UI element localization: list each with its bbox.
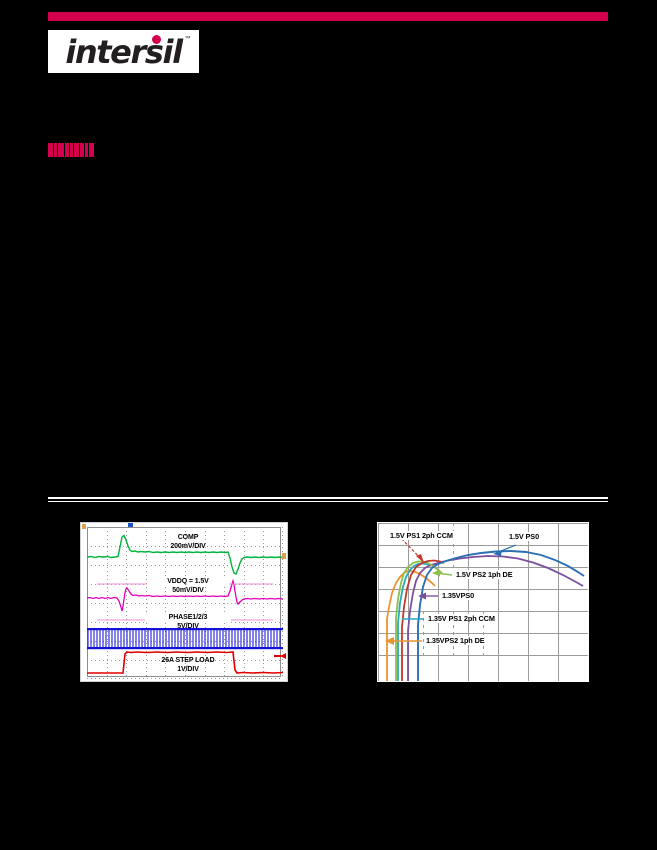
eff-gridline-v (468, 523, 469, 681)
redaction-block (74, 143, 79, 157)
redaction-block (65, 143, 69, 157)
scope-gridline-v (224, 527, 226, 677)
logo-dot-icon (151, 34, 161, 44)
scope-label-step-title: 26A STEP LOAD (161, 657, 215, 664)
scope-gridline-v (145, 527, 147, 677)
scope-label-comp-title: COMP (177, 534, 199, 541)
trace-vddq (87, 578, 283, 612)
eff-gridline-v (588, 523, 589, 681)
eff-gridline-v (498, 523, 499, 681)
section-divider (48, 497, 608, 502)
curve-15-ps2-1ph-de (395, 560, 443, 681)
eff-minor-gridline (423, 611, 424, 655)
brand-bar (48, 12, 608, 21)
efficiency-curves (385, 534, 585, 681)
eff-gridline-h (378, 523, 588, 524)
scope-label-step-scale: 1V/DIV (177, 666, 199, 673)
scope-gridline-h (87, 546, 281, 547)
eff-annotation-15-ps1-2ph-ccm: 1.5V PS1 2ph CCM (389, 531, 454, 540)
part-number-heading-redacted (48, 143, 94, 157)
annotation-arrow-15-ps0 (493, 550, 502, 556)
eff-annotation-15-ps0: 1.5V PS0 (508, 532, 541, 541)
efficiency-chart-figure: 1.5V PS1 2ph CCM 1.5V PS0 1.5V PS2 1ph D… (377, 522, 589, 682)
eff-gridline-v (378, 523, 379, 681)
scope-gridline-h (87, 603, 281, 604)
scope-corner-marker-left-icon (82, 524, 86, 529)
logo-wordmark: intersil (65, 32, 183, 71)
redaction-block (89, 143, 94, 157)
scope-gridline-v (204, 527, 206, 677)
scope-gridline-v (126, 527, 128, 677)
scope-plot-area: COMP 200mV/DIV VDDQ = 1.5V 50mV/DIV PHAS… (87, 527, 283, 679)
scope-channel-marker-tail (274, 655, 281, 657)
annotation-arrow-135-ps2 (385, 637, 394, 645)
redaction-block (80, 143, 84, 157)
divider-gap (48, 499, 608, 501)
eff-gridline-h (378, 567, 588, 568)
eff-gridline-h (378, 589, 588, 590)
eff-gridline-h (378, 655, 588, 656)
curve-135-ps2-1ph-de (386, 570, 436, 681)
scope-gridline-h (87, 660, 281, 661)
scope-label-comp-scale: 200mV/DIV (170, 543, 206, 550)
intersil-logo: intersil ™ (48, 30, 199, 73)
scope-gridline-v (263, 527, 265, 677)
curve-135-ps1-2ph-ccm (397, 562, 434, 681)
scope-corner-marker-right-icon (282, 553, 286, 559)
annotation-arrow-15-ps1 (416, 554, 424, 563)
trademark-symbol: ™ (184, 35, 191, 42)
redaction-block (70, 143, 73, 157)
redaction-block (58, 143, 64, 157)
curve-15-ps0 (417, 550, 585, 681)
eff-annotation-135-ps1-2ph-ccm: 1.35V PS1 2ph CCM (427, 614, 496, 623)
redaction-block (85, 143, 88, 157)
annotation-arrow-135-ps0 (418, 592, 426, 600)
scope-gridline-v (165, 527, 167, 677)
eff-minor-gridline (453, 611, 454, 655)
eff-annotation-15-ps2-1ph-de: 1.5V PS2 1ph DE (455, 570, 514, 579)
scope-gridline-h (87, 622, 281, 623)
annotation-arrow-15-ps2 (432, 569, 440, 577)
scope-gridline-v (106, 527, 108, 677)
scope-label-vddq-scale: 50mV/DIV (172, 587, 204, 594)
eff-annotation-135-ps0: 1.35VPS0 (441, 591, 476, 600)
curve-15-ps1-2ph-ccm (401, 559, 445, 681)
redaction-block (48, 143, 53, 157)
scope-gridline-v (282, 527, 283, 677)
eff-gridline-v (438, 523, 439, 681)
scope-channel-marker-arrow-icon (280, 653, 286, 659)
eff-gridline-h (378, 545, 588, 546)
scope-border (87, 527, 281, 677)
scope-label-vddq-title: VDDQ = 1.5V (147, 578, 229, 587)
eff-annotation-135-ps2-1ph-de: 1.35VPS2 1ph DE (425, 636, 486, 645)
scope-gridline-h (87, 565, 281, 566)
scope-label-phase-scale: 5V/DIV (177, 623, 199, 630)
eff-gridline-v (408, 523, 409, 681)
scope-gridline-v (185, 527, 186, 677)
eff-minor-gridline (453, 523, 454, 567)
scope-capture-figure: COMP 200mV/DIV VDDQ = 1.5V 50mV/DIV PHAS… (80, 522, 288, 682)
eff-gridline-v (558, 523, 559, 681)
divider-line-thick (48, 497, 608, 499)
eff-gridline-v (528, 523, 529, 681)
eff-minor-gridline (483, 611, 484, 655)
scope-gridline-v (243, 527, 245, 677)
eff-gridline-h (378, 681, 588, 682)
scope-trigger-marker-icon (128, 523, 133, 527)
scope-label-phase-title: PHASE1/2/3 (145, 614, 231, 623)
scope-gridline-h (87, 678, 281, 679)
trace-phase (87, 628, 283, 650)
trace-step-load (87, 651, 283, 674)
redaction-block (54, 143, 57, 157)
divider-line-thin (48, 501, 608, 502)
trace-comp (87, 534, 283, 575)
